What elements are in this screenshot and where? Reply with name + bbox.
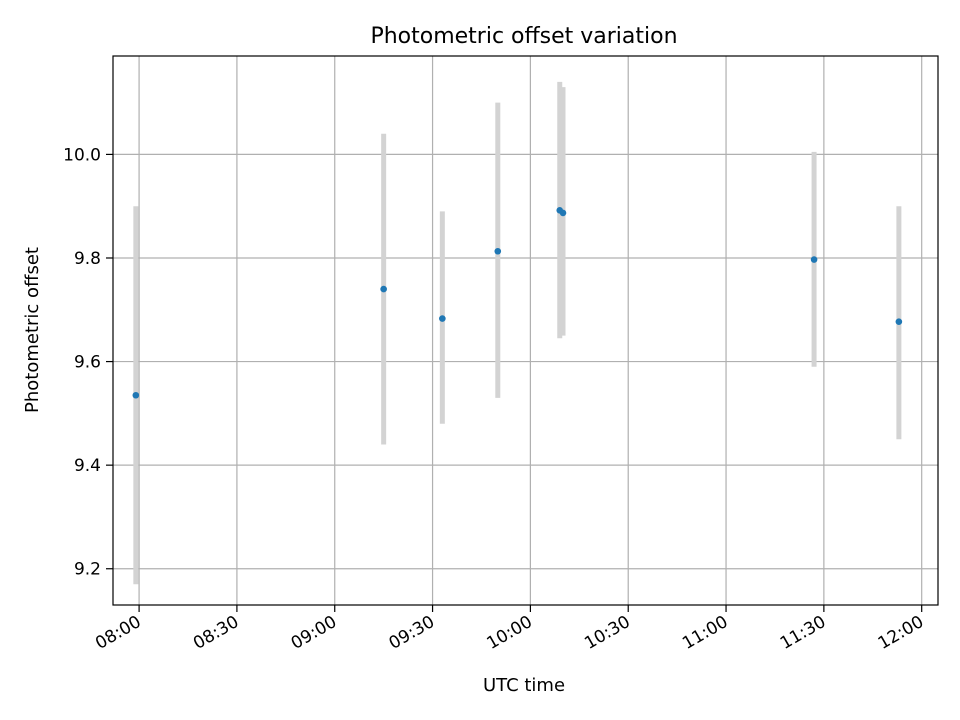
plot-background	[113, 56, 938, 605]
x-axis-label: UTC time	[483, 675, 565, 696]
data-point	[494, 247, 502, 255]
y-tick-label: 9.2	[74, 560, 101, 580]
y-tick-label: 10.0	[63, 145, 101, 165]
x-tick-label: 11:00	[679, 612, 731, 654]
data-points	[132, 207, 903, 399]
x-tick-label: 10:00	[483, 612, 535, 654]
data-point	[380, 285, 387, 293]
x-tick-label: 10:30	[581, 612, 633, 654]
data-point	[895, 318, 903, 325]
y-tick-label: 9.6	[74, 353, 101, 373]
y-tick-label: 9.4	[74, 456, 101, 476]
plot-frame	[112, 55, 939, 606]
x-tick-label: 08:30	[190, 612, 242, 654]
data-point	[132, 391, 140, 399]
x-tick-label: 09:00	[288, 612, 340, 654]
x-axis-ticks: 08:00 08:30 09:00 09:30 10:00 10:30 11:00 11:30…	[92, 605, 927, 654]
x-tick-label: 09:30	[386, 612, 438, 654]
x-tick-label: 08:00	[92, 612, 144, 654]
grid	[113, 56, 938, 605]
data-point	[810, 256, 818, 263]
data-point	[439, 315, 446, 322]
y-axis-label: Photometric offset	[22, 247, 43, 413]
x-tick-label: 11:30	[777, 612, 829, 654]
x-tick-label: 12:00	[875, 612, 927, 654]
chart-title: Photometric offset variation	[370, 24, 677, 49]
y-tick-label: 9.8	[74, 249, 101, 269]
y-axis-ticks: 9.2 9.4 9.6 9.8 10.0	[63, 145, 113, 580]
data-point	[559, 209, 567, 217]
